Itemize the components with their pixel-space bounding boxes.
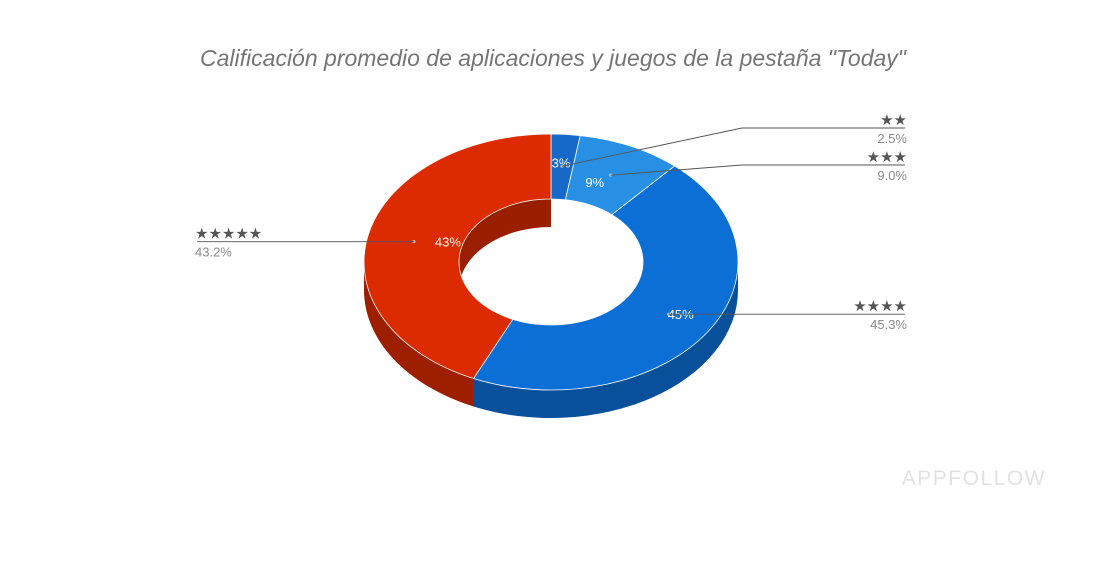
- legend-stars: ★★★★★: [195, 225, 262, 243]
- chart-title: Calificación promedio de aplicaciones y …: [200, 45, 908, 71]
- leader-line: [610, 164, 905, 176]
- outer-wall-45.3%: [473, 262, 738, 418]
- legend-value: 45.3%: [870, 317, 907, 332]
- donut-sides: [364, 199, 738, 418]
- legend-value: 2.5%: [877, 131, 907, 146]
- slice-label: 45%: [668, 307, 694, 322]
- legend-stars: ★★★★: [853, 297, 907, 315]
- legend-stars: ★★★: [867, 148, 907, 166]
- slice-label: 43%: [435, 235, 461, 250]
- donut-slices: [363, 133, 739, 391]
- leader-line: [561, 127, 905, 167]
- donut-labels: 3% ★★ 2.5% 9% ★★★ 9.0% 45% ★★★★ 45.3% 43% ★★★★★ 43.…: [195, 111, 907, 332]
- slice-label: 3%: [552, 155, 571, 170]
- appfollow-watermark: APPFOLLOW: [902, 467, 1046, 490]
- slice-45.3%: [472, 165, 739, 391]
- legend-stars: ★★: [880, 111, 907, 129]
- slice-43.2%: [363, 133, 552, 379]
- outer-wall-43.2%: [364, 262, 474, 407]
- legend-value: 43.2%: [195, 245, 232, 260]
- hole-wall-43.2%: [459, 199, 551, 290]
- slice-label: 9%: [585, 175, 604, 190]
- legend-value: 9.0%: [877, 168, 907, 183]
